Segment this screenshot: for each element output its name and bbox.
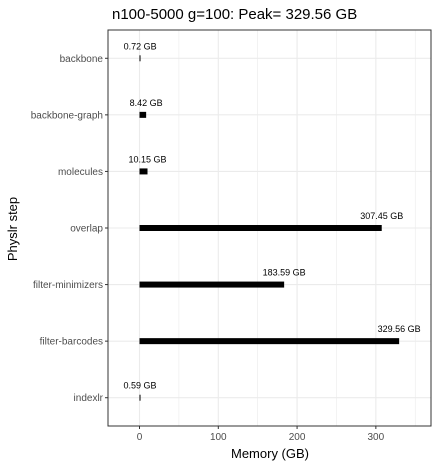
- y-axis: backbone backbone-graph molecules overlap fi…: [31, 54, 108, 404]
- bar-overlap: [139, 225, 382, 231]
- x-axis: 0 100 200 300: [137, 426, 385, 443]
- bar-filter-minimizers: [139, 281, 285, 288]
- bars-layer: [139, 55, 400, 401]
- bar-value-label: 307.45 GB: [360, 211, 403, 221]
- bar-indexlr: [139, 394, 141, 401]
- bar-backbone-graph: [139, 111, 147, 118]
- x-tick-label: 200: [289, 432, 306, 443]
- y-tick-label: filter-barcodes: [40, 337, 103, 348]
- x-tick-label: 100: [210, 432, 227, 443]
- bar-value-label: 0.59 GB: [123, 381, 156, 391]
- y-tick-label: overlap: [70, 224, 103, 235]
- y-tick-label: backbone: [60, 54, 104, 65]
- labels-layer: 0.72 GB 8.42 GB 10.15 GB 307.45 GB 183.59 GB…: [123, 41, 420, 390]
- chart-title: n100-5000 g=100: Peak= 329.56 GB: [112, 6, 357, 23]
- y-axis-title: Physlr step: [5, 197, 20, 261]
- bar-value-label: 8.42 GB: [130, 98, 163, 108]
- x-tick-label: 0: [137, 432, 143, 443]
- bar-value-label: 0.72 GB: [124, 41, 157, 51]
- y-tick-label: indexlr: [74, 393, 104, 404]
- x-tick-label: 300: [368, 432, 385, 443]
- bar-backbone: [139, 55, 141, 62]
- x-axis-title: Memory (GB): [231, 446, 309, 461]
- bar-filter-barcodes: [139, 338, 400, 345]
- bar-value-label: 329.56 GB: [378, 324, 421, 334]
- bar-molecules: [139, 168, 148, 175]
- bar-value-label: 183.59 GB: [263, 268, 306, 278]
- y-tick-label: molecules: [58, 167, 103, 178]
- y-tick-label: backbone-graph: [31, 110, 103, 121]
- y-tick-label: filter-minimizers: [33, 280, 103, 291]
- bar-value-label: 10.15 GB: [128, 154, 166, 164]
